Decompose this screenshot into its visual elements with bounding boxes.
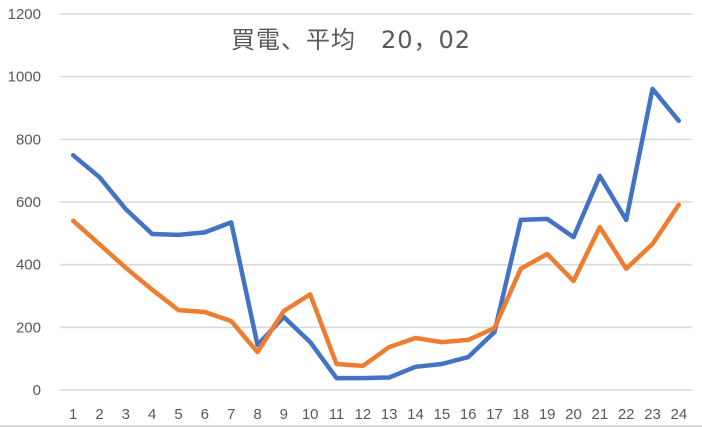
x-tick-label: 2: [95, 406, 103, 423]
y-tick-label: 1000: [8, 69, 41, 86]
x-tick-label: 17: [486, 406, 503, 423]
x-tick-label: 13: [381, 406, 398, 423]
x-tick-label: 12: [354, 406, 371, 423]
x-axis-ticks: 1 2 3 4 5 6 7 8 9 10 11 12 13 14 15 16 17 18 19 20 21 22 23 24: [69, 406, 687, 423]
y-tick-label: 200: [16, 319, 41, 336]
x-tick-label: 10: [302, 406, 319, 423]
x-tick-label: 3: [122, 406, 130, 423]
x-tick-label: 24: [670, 406, 687, 423]
x-tick-label: 9: [280, 406, 288, 423]
y-tick-label: 600: [16, 194, 41, 211]
y-tick-label: 1200: [8, 6, 41, 23]
series-line-1: [70, 86, 682, 381]
x-tick-label: 8: [253, 406, 261, 423]
x-tick-label: 5: [174, 406, 182, 423]
x-tick-label: 20: [565, 406, 582, 423]
series-lines: [70, 86, 682, 381]
gridlines: [60, 13, 692, 391]
x-tick-label: 7: [227, 406, 235, 423]
y-axis-ticks: 0 200 400 600 800 1000 1200: [8, 6, 41, 399]
x-tick-label: 16: [460, 406, 477, 423]
bottom-border: [0, 425, 702, 427]
x-tick-label: 6: [201, 406, 209, 423]
x-tick-label: 4: [148, 406, 156, 423]
y-tick-label: 400: [16, 257, 41, 274]
x-tick-label: 18: [512, 406, 529, 423]
x-tick-label: 15: [433, 406, 450, 423]
x-tick-label: 19: [539, 406, 556, 423]
y-tick-label: 0: [33, 382, 41, 399]
x-tick-label: 21: [591, 406, 608, 423]
chart-title: 買電、平均 20，02: [230, 26, 472, 54]
x-tick-label: 23: [644, 406, 661, 423]
x-tick-label: 22: [618, 406, 635, 423]
x-tick-label: 1: [69, 406, 77, 423]
x-tick-label: 11: [329, 406, 345, 423]
y-tick-label: 800: [16, 131, 41, 148]
series-line-2: [70, 202, 682, 369]
x-tick-label: 14: [407, 406, 424, 423]
